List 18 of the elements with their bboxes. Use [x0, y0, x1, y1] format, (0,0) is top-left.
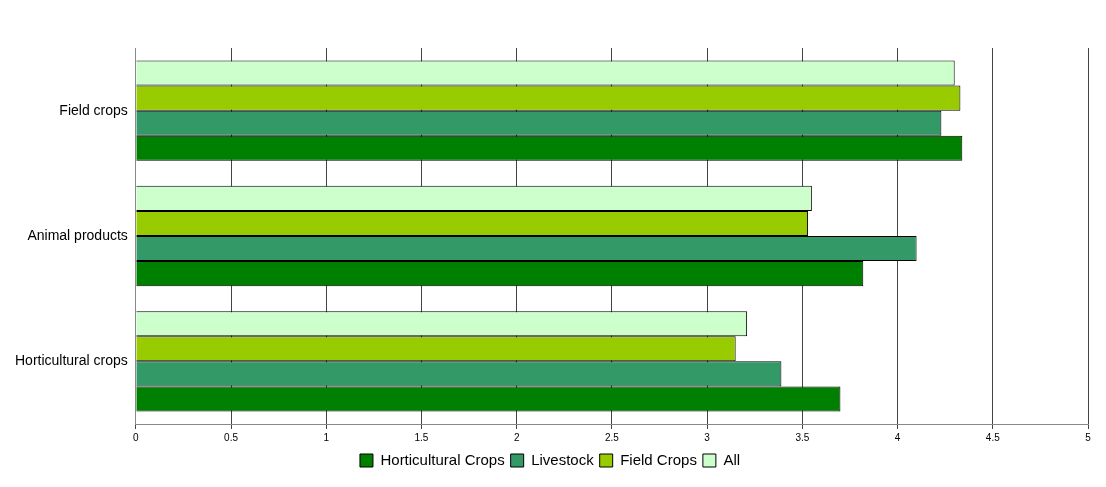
x-tick-label: 5: [1085, 431, 1092, 443]
x-tick-label: 0.5: [224, 431, 239, 443]
legend-label: Field Crops: [620, 450, 697, 468]
legend-label: Livestock: [531, 450, 595, 468]
y-tick-label: Horticultural crops: [14, 352, 128, 369]
x-tick-label: 4: [894, 431, 901, 443]
y-tick-label: Field crops: [59, 101, 128, 118]
x-tick-label: 2: [513, 431, 520, 443]
x-tick-label: 3.5: [795, 431, 810, 443]
x-tick-label: 2.5: [604, 431, 620, 443]
legend-label: Horticultural Crops: [380, 450, 505, 468]
x-tick-label: 1.5: [414, 431, 429, 443]
x-tick-label: 3: [704, 431, 711, 443]
x-tick-label: 1: [323, 431, 330, 443]
y-tick-label: Animal products: [27, 226, 128, 243]
x-tick-label: 4.5: [985, 431, 1001, 443]
legend-label: All: [723, 450, 741, 468]
x-tick-label: 0: [133, 431, 140, 443]
